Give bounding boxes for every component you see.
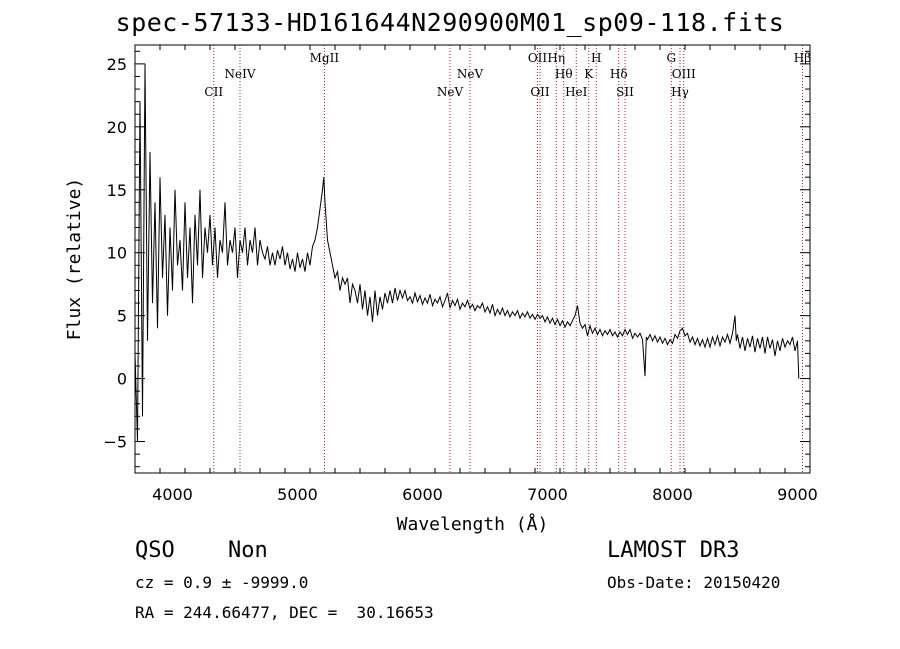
spectral-line-label: G: [666, 51, 676, 65]
spectral-line-label: OII: [530, 85, 550, 99]
y-tick-label: 10: [107, 244, 127, 263]
y-tick-label: 25: [107, 55, 127, 74]
spectral-line-label: MgII: [310, 51, 340, 65]
y-tick-label: 15: [107, 181, 127, 200]
spectral-line-label: HeI: [565, 85, 588, 99]
line-markers-layer: [213, 45, 803, 473]
spectral-line-label: Hθ: [555, 67, 573, 81]
spectral-line-label: Hδ: [610, 67, 628, 81]
plot-frame: [134, 44, 811, 474]
series-layer: [134, 63, 800, 442]
x-axis-label: Wavelength (Å): [397, 513, 549, 535]
y-tick-label: −5: [103, 433, 127, 452]
spectral-line-label: H: [591, 51, 601, 65]
chart-title: spec-57133-HD161644N290900M01_sp09-118.f…: [115, 8, 785, 37]
spectral-line-label: NeV: [437, 85, 464, 99]
spectral-line-label: NeIV: [224, 67, 255, 81]
redshift-cz: cz = 0.9 ± -9999.0: [135, 573, 309, 592]
y-tick-label: 20: [107, 118, 127, 137]
x-tick-label: 4000: [152, 485, 193, 504]
spectral-line-label: CII: [204, 85, 223, 99]
spectral-line-label: NeV: [457, 67, 484, 81]
spectral-line-label: OII: [528, 51, 548, 65]
spectral-line-label: OIII: [672, 67, 696, 81]
x-tick-label: 9000: [777, 485, 818, 504]
spectral-line-label: Hβ: [794, 51, 811, 65]
axes-layer: [134, 44, 811, 474]
y-axis-label: Flux (relative): [64, 178, 85, 341]
x-tick-label: 5000: [277, 485, 318, 504]
spectral-line-label: Hη: [547, 51, 565, 65]
y-tick-label: 0: [117, 370, 127, 389]
object-subclass: Non: [228, 538, 268, 563]
x-tick-label: 7000: [527, 485, 568, 504]
coordinates: RA = 244.66477, DEC = 30.16653: [135, 603, 434, 622]
y-tick-label: 5: [117, 307, 127, 326]
labels-layer: CIINeIVMgIINeVNeVOIIOIIHηHθHeIKHHδSIIGOI…: [64, 51, 818, 535]
x-tick-label: 6000: [402, 485, 443, 504]
x-tick-label: 8000: [652, 485, 693, 504]
obs-date: Obs-Date: 20150420: [607, 573, 781, 592]
spectrum-line: [134, 63, 800, 442]
survey-name: LAMOST DR3: [607, 538, 740, 563]
spectral-line-label: Hγ: [671, 85, 689, 99]
object-class: QSO: [135, 538, 175, 563]
spectral-line-label: SII: [616, 85, 634, 99]
spectral-line-label: K: [584, 67, 594, 81]
